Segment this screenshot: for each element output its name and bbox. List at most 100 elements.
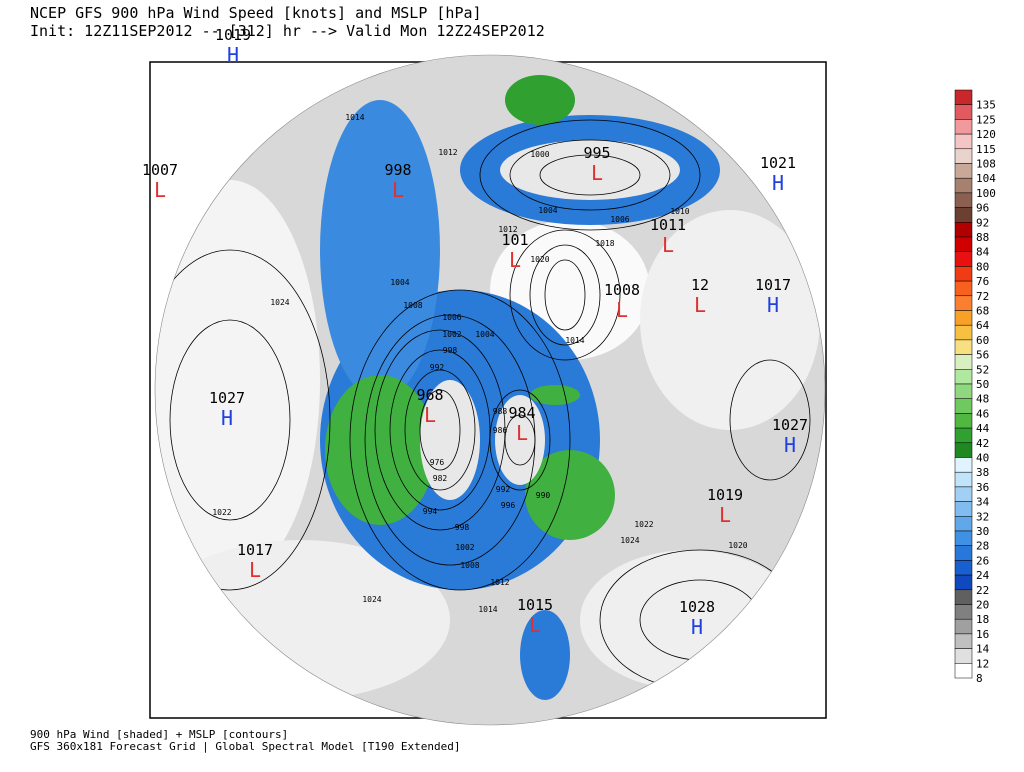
center-letter: H	[784, 433, 796, 457]
colorbar-label: 104	[976, 172, 996, 185]
center-value: 12	[691, 276, 709, 294]
colorbar-box	[954, 222, 973, 238]
contour-label: 994	[423, 507, 438, 516]
center-letter: L	[509, 248, 521, 272]
center-value: 101	[501, 231, 528, 249]
center-letter: L	[616, 298, 628, 322]
center-value: 1019	[215, 26, 251, 44]
center-value: 998	[384, 161, 411, 179]
colorbar-box	[954, 177, 973, 194]
contour-label: 996	[501, 501, 516, 510]
center-value: 1019	[707, 486, 743, 504]
contour-label: 1012	[490, 578, 509, 587]
colorbar-box	[954, 618, 973, 635]
colorbar-label: 12	[976, 657, 989, 670]
colorbar-label: 68	[976, 305, 989, 318]
colorbar-label: 76	[976, 275, 989, 288]
footer-line: 900 hPa Wind [shaded] + MSLP [contours]	[30, 728, 288, 741]
contour-label: 1022	[634, 520, 653, 529]
contour-label: 1024	[620, 536, 639, 545]
colorbar-box	[954, 574, 973, 591]
map-field	[155, 55, 825, 725]
colorbar-box	[954, 163, 973, 179]
colorbar-box	[954, 280, 973, 297]
center-value: 1011	[650, 216, 686, 234]
colorbar-label: 96	[976, 202, 989, 215]
center-value: 1017	[755, 276, 791, 294]
contour-label: 1020	[530, 255, 549, 264]
center-letter: L	[529, 613, 541, 637]
colorbar-box	[954, 192, 973, 208]
colorbar-box	[954, 486, 973, 502]
center-letter: L	[694, 293, 706, 317]
contour-label: 1010	[670, 207, 689, 216]
colorbar-box	[954, 604, 973, 620]
colorbar-label: 26	[976, 554, 989, 567]
colorbar-box	[954, 398, 973, 414]
contour-label: 1014	[478, 605, 497, 614]
colorbar-box	[954, 633, 973, 649]
colorbar: 1351251201151081041009692888480767268646…	[954, 89, 996, 685]
center-letter: L	[154, 178, 166, 202]
colorbar-label: 30	[976, 525, 989, 538]
contour-label: 988	[493, 407, 508, 416]
colorbar-label: 18	[976, 613, 989, 626]
colorbar-label: 28	[976, 540, 989, 553]
contour-label: 1004	[538, 206, 557, 215]
contour-label: 1018	[595, 239, 614, 248]
footer-line: GFS 360x181 Forecast Grid | Global Spect…	[30, 740, 460, 753]
colorbar-box	[954, 266, 973, 282]
center-value: 1027	[209, 389, 245, 407]
colorbar-label: 115	[976, 143, 996, 156]
colorbar-box	[954, 648, 973, 664]
contour-label: 1004	[390, 278, 409, 287]
center-value: 1007	[142, 161, 178, 179]
colorbar-label: 100	[976, 187, 996, 200]
center-value: 1015	[517, 596, 553, 614]
colorbar-box	[954, 207, 973, 223]
title: NCEP GFS 900 hPa Wind Speed [knots] and …	[30, 4, 482, 22]
colorbar-label: 56	[976, 349, 989, 362]
contour-label: 1020	[728, 541, 747, 550]
contour-label: 1008	[403, 301, 422, 310]
center-letter: H	[221, 406, 233, 430]
colorbar-box	[954, 560, 973, 576]
center-value: 1021	[760, 154, 796, 172]
colorbar-box	[954, 427, 973, 444]
colorbar-box	[954, 383, 973, 399]
contour-label: 1006	[610, 215, 629, 224]
center-value: 1027	[772, 416, 808, 434]
contour-label: 990	[536, 491, 551, 500]
colorbar-box	[954, 236, 973, 252]
colorbar-label: 84	[976, 246, 990, 259]
contour-label: 1002	[442, 330, 461, 339]
colorbar-label: 14	[976, 643, 990, 656]
pressure-centers: 1019H1007L998L995L101L1021H1011L1008L12L…	[142, 26, 808, 639]
colorbar-label: 120	[976, 128, 996, 141]
contour-label: 986	[493, 426, 508, 435]
colorbar-box	[954, 516, 973, 532]
contour-label: 1014	[565, 336, 584, 345]
contour-label: 1004	[475, 330, 494, 339]
center-letter: L	[516, 421, 528, 445]
center-letter: L	[249, 558, 261, 582]
colorbar-box	[954, 369, 973, 385]
contour-label: 998	[443, 346, 458, 355]
colorbar-label: 42	[976, 437, 989, 450]
colorbar-box	[954, 589, 973, 605]
colorbar-label: 16	[976, 628, 989, 641]
colorbar-box	[954, 89, 973, 105]
colorbar-label: 92	[976, 216, 989, 229]
colorbar-label: 38	[976, 466, 989, 479]
colorbar-box	[954, 324, 973, 341]
colorbar-box	[954, 119, 973, 135]
colorbar-box	[954, 310, 973, 326]
contour-label: 992	[496, 485, 511, 494]
colorbar-label: 36	[976, 481, 989, 494]
colorbar-box	[954, 442, 973, 458]
colorbar-box	[954, 471, 973, 488]
colorbar-box	[954, 251, 973, 267]
center-letter: H	[767, 293, 779, 317]
colorbar-label: 8	[976, 672, 983, 685]
colorbar-label: 52	[976, 363, 989, 376]
